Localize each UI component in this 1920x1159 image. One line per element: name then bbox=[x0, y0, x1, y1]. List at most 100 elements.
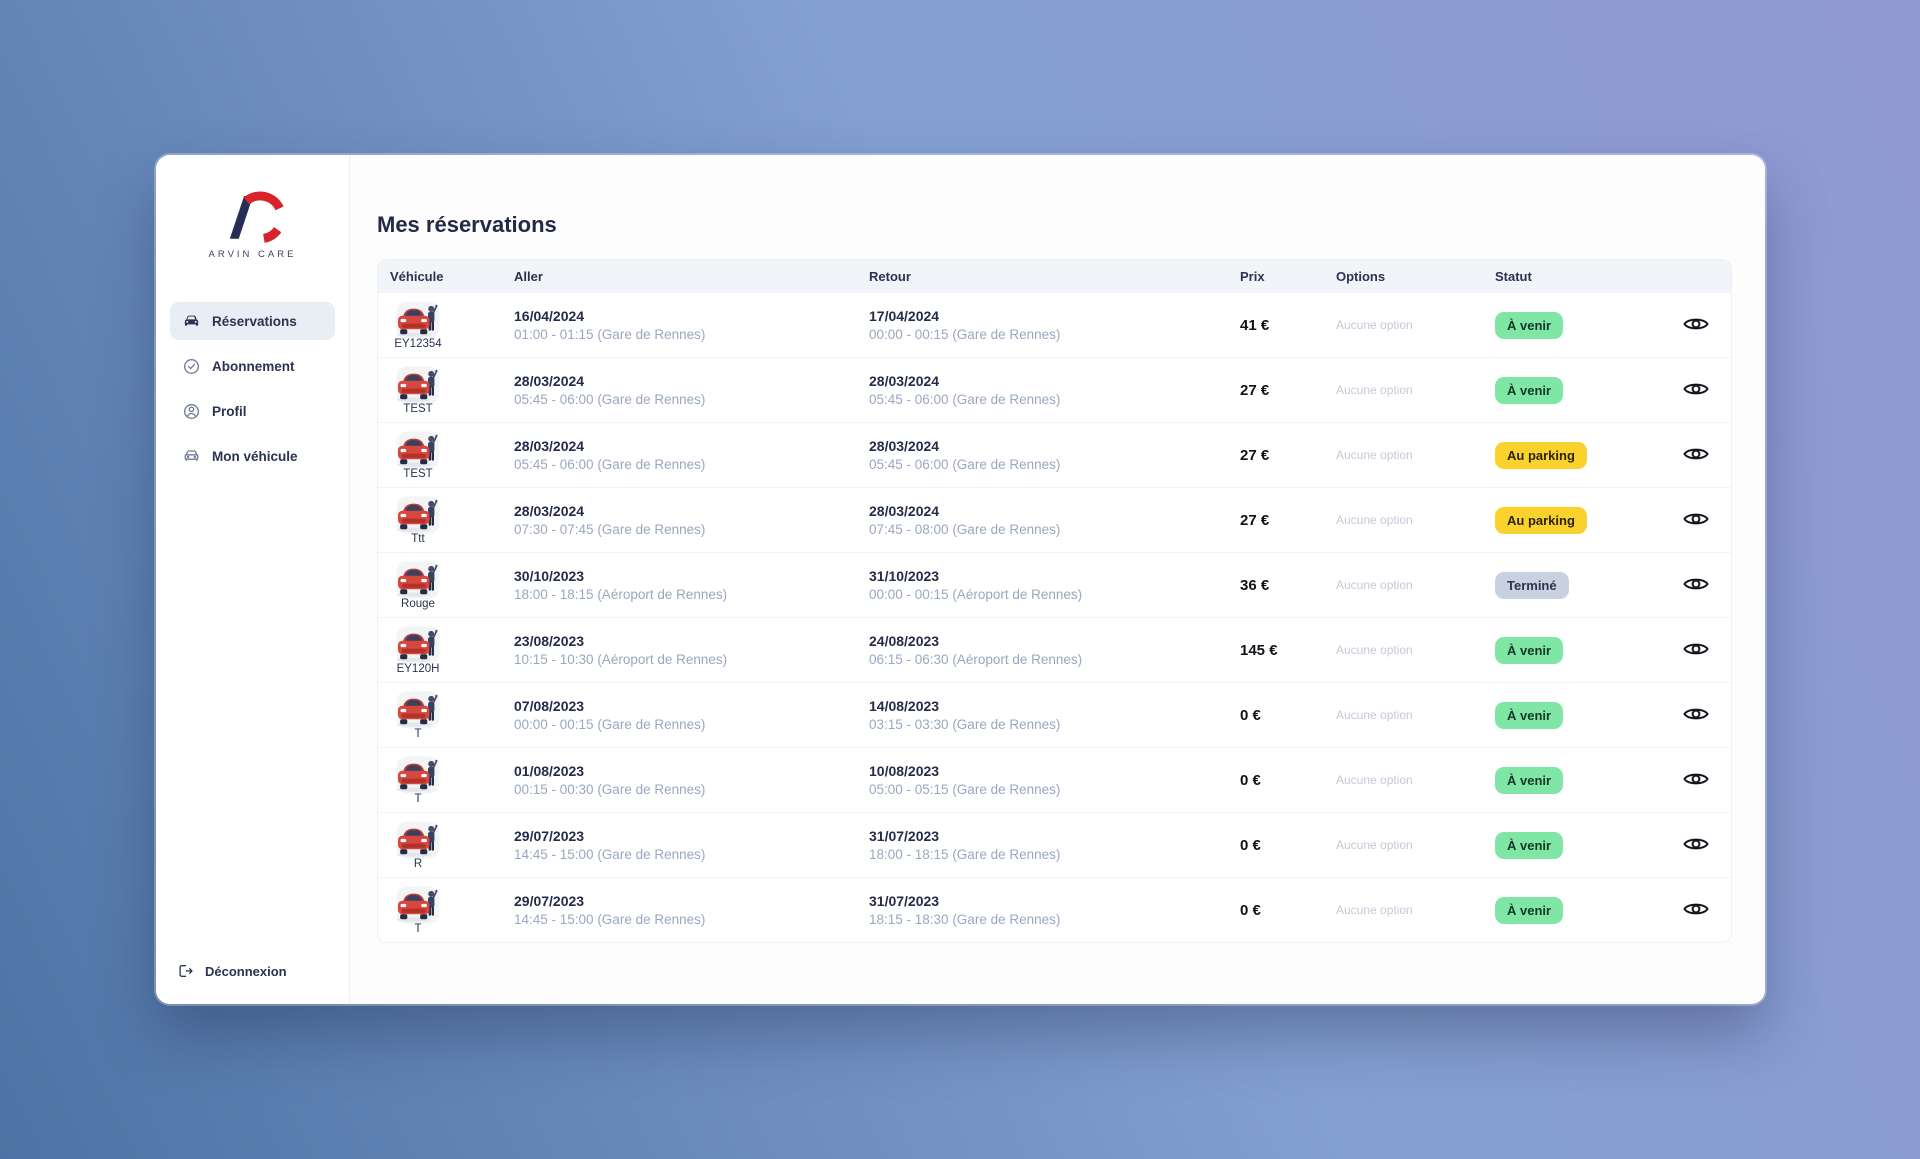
vehicle-name: TEST bbox=[403, 468, 433, 480]
logout-icon bbox=[176, 962, 194, 980]
brand-name: ARVIN CARE bbox=[208, 249, 297, 260]
view-reservation-button[interactable] bbox=[1683, 770, 1709, 791]
sidebar-item-abonnement[interactable]: Abonnement bbox=[170, 347, 335, 385]
options: Aucune option bbox=[1336, 448, 1413, 462]
logout-button[interactable]: Déconnexion bbox=[170, 962, 335, 980]
table-row: TEST 28/03/2024 05:45 - 06:00 (Gare de Ren… bbox=[378, 422, 1731, 487]
aller-date: 29/07/2023 bbox=[514, 828, 585, 844]
options: Aucune option bbox=[1336, 773, 1413, 787]
aller-date: 01/08/2023 bbox=[514, 763, 585, 779]
retour-date: 28/03/2024 bbox=[869, 503, 940, 519]
vehicle-name: EY120H bbox=[396, 663, 440, 675]
eye-icon bbox=[1683, 380, 1709, 401]
options: Aucune option bbox=[1336, 903, 1413, 917]
options: Aucune option bbox=[1336, 643, 1413, 657]
aller-detail: 07:30 - 07:45 (Gare de Rennes) bbox=[514, 522, 706, 537]
red-car-illustration bbox=[395, 495, 441, 535]
price: 36 € bbox=[1240, 576, 1270, 594]
aller-date: 28/03/2024 bbox=[514, 438, 585, 454]
aller-date: 07/08/2023 bbox=[514, 698, 585, 714]
view-reservation-button[interactable] bbox=[1683, 640, 1709, 661]
sidebar-item-label: Mon véhicule bbox=[212, 448, 298, 464]
price: 0 € bbox=[1240, 771, 1261, 789]
app-window: ARVIN CARE Réservations Abonnement Profil M… bbox=[156, 155, 1765, 1004]
view-reservation-button[interactable] bbox=[1683, 445, 1709, 466]
red-car-illustration bbox=[395, 755, 441, 795]
status-badge: À venir bbox=[1495, 376, 1564, 404]
eye-icon bbox=[1683, 510, 1709, 531]
vehicle-name: R bbox=[413, 858, 423, 870]
retour-detail: 00:00 - 00:15 (Aéroport de Rennes) bbox=[869, 587, 1083, 602]
status-badge: Au parking bbox=[1495, 441, 1587, 469]
retour-detail: 18:15 - 18:30 (Gare de Rennes) bbox=[869, 912, 1061, 927]
view-reservation-button[interactable] bbox=[1683, 705, 1709, 726]
sidebar: ARVIN CARE Réservations Abonnement Profil M… bbox=[156, 155, 350, 1004]
retour-date: 10/08/2023 bbox=[869, 763, 940, 779]
main-content: Mes réservations Véhicule Aller Retour Prix… bbox=[350, 155, 1765, 1004]
aller-date: 30/10/2023 bbox=[514, 568, 585, 584]
eye-icon bbox=[1683, 900, 1709, 921]
price: 0 € bbox=[1240, 836, 1261, 854]
vehicle-name: EY12354 bbox=[394, 338, 442, 350]
sidebar-item-label: Profil bbox=[212, 403, 247, 419]
table-row: Ttt 28/03/2024 07:30 - 07:45 (Gare de Renn… bbox=[378, 487, 1731, 552]
price: 27 € bbox=[1240, 381, 1270, 399]
options: Aucune option bbox=[1336, 578, 1413, 592]
status-badge: Au parking bbox=[1495, 506, 1587, 534]
view-reservation-button[interactable] bbox=[1683, 900, 1709, 921]
eye-icon bbox=[1683, 575, 1709, 596]
vehicle-name: TEST bbox=[403, 403, 433, 415]
aller-detail: 05:45 - 06:00 (Gare de Rennes) bbox=[514, 457, 706, 472]
eye-icon bbox=[1683, 705, 1709, 726]
options: Aucune option bbox=[1336, 838, 1413, 852]
eye-icon bbox=[1683, 445, 1709, 466]
aller-detail: 05:45 - 06:00 (Gare de Rennes) bbox=[514, 392, 706, 407]
view-reservation-button[interactable] bbox=[1683, 380, 1709, 401]
view-reservation-button[interactable] bbox=[1683, 315, 1709, 336]
view-reservation-button[interactable] bbox=[1683, 575, 1709, 596]
sidebar-nav: Réservations Abonnement Profil Mon véhicule bbox=[170, 302, 335, 475]
status-badge: À venir bbox=[1495, 636, 1564, 664]
retour-date: 28/03/2024 bbox=[869, 438, 940, 454]
status-badge: À venir bbox=[1495, 766, 1564, 794]
view-reservation-button[interactable] bbox=[1683, 835, 1709, 856]
table-row: TEST 28/03/2024 05:45 - 06:00 (Gare de Ren… bbox=[378, 357, 1731, 422]
column-header: Prix bbox=[1240, 269, 1265, 284]
vehicle-name: T bbox=[414, 793, 422, 805]
page-title: Mes réservations bbox=[377, 212, 557, 237]
aller-date: 28/03/2024 bbox=[514, 373, 585, 389]
retour-detail: 03:15 - 03:30 (Gare de Rennes) bbox=[869, 717, 1061, 732]
eye-icon bbox=[1683, 640, 1709, 661]
aller-date: 23/08/2023 bbox=[514, 633, 585, 649]
retour-date: 24/08/2023 bbox=[869, 633, 940, 649]
reservations-table: Véhicule Aller Retour Prix Options Statut EY1… bbox=[377, 259, 1732, 943]
red-car-illustration bbox=[395, 300, 441, 340]
price: 41 € bbox=[1240, 316, 1270, 334]
price: 0 € bbox=[1240, 706, 1261, 724]
status-badge: À venir bbox=[1495, 896, 1564, 924]
table-row: R 29/07/2023 14:45 - 15:00 (Gare de Rennes… bbox=[378, 812, 1731, 877]
brand-logo: ARVIN CARE bbox=[170, 187, 335, 260]
sidebar-item-reservations[interactable]: Réservations bbox=[170, 302, 335, 340]
retour-date: 31/07/2023 bbox=[869, 828, 940, 844]
car-icon bbox=[182, 312, 201, 331]
brand-logo-icon bbox=[229, 191, 284, 243]
retour-date: 31/10/2023 bbox=[869, 568, 940, 584]
column-header: Aller bbox=[514, 269, 543, 284]
column-header: Statut bbox=[1495, 269, 1532, 284]
retour-detail: 05:00 - 05:15 (Gare de Rennes) bbox=[869, 782, 1061, 797]
status-badge: À venir bbox=[1495, 311, 1564, 339]
column-header: Retour bbox=[869, 269, 911, 284]
aller-detail: 14:45 - 15:00 (Gare de Rennes) bbox=[514, 847, 706, 862]
red-car-illustration bbox=[395, 560, 441, 600]
retour-detail: 00:00 - 00:15 (Gare de Rennes) bbox=[869, 327, 1061, 342]
view-reservation-button[interactable] bbox=[1683, 510, 1709, 531]
aller-date: 29/07/2023 bbox=[514, 893, 585, 909]
sidebar-item-profil[interactable]: Profil bbox=[170, 392, 335, 430]
retour-detail: 06:15 - 06:30 (Aéroport de Rennes) bbox=[869, 652, 1083, 667]
sidebar-item-mon-vehicule[interactable]: Mon véhicule bbox=[170, 437, 335, 475]
table-row: T 07/08/2023 00:00 - 00:15 (Gare de Rennes… bbox=[378, 682, 1731, 747]
sidebar-item-label: Abonnement bbox=[212, 358, 295, 374]
red-car-illustration bbox=[395, 365, 441, 405]
aller-date: 16/04/2024 bbox=[514, 308, 585, 324]
